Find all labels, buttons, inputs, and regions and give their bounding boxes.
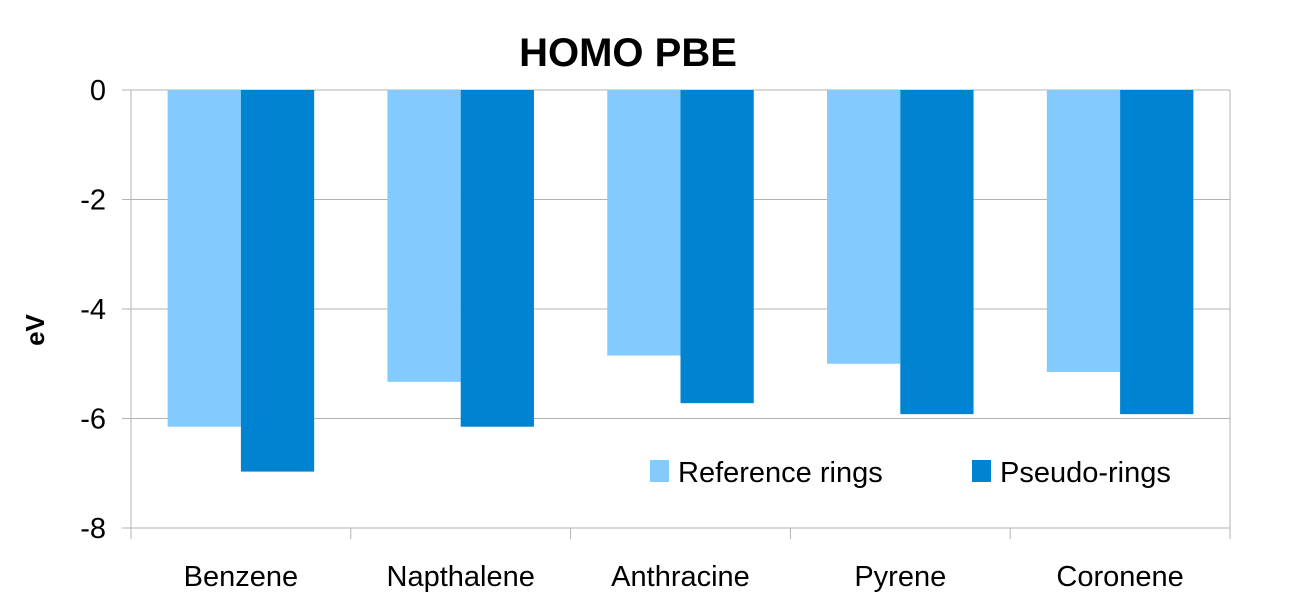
legend-swatch xyxy=(650,460,669,482)
bar-pseudo-rings xyxy=(900,90,974,415)
bar-reference-rings xyxy=(167,90,241,427)
bar-reference-rings xyxy=(607,90,681,356)
bars xyxy=(167,90,1194,472)
x-category-labels: Benzene Napthalene Anthracine Pyrene Coronen… xyxy=(184,561,1184,593)
chart-title: HOMO PBE xyxy=(519,31,737,75)
y-tick-label: -4 xyxy=(80,294,106,326)
x-category-label: Anthracine xyxy=(611,561,750,593)
y-tick-label: -8 xyxy=(80,513,106,545)
x-category-label: Benzene xyxy=(184,561,299,593)
bar-pseudo-rings xyxy=(240,90,315,472)
y-tick-label: 0 xyxy=(90,75,106,107)
y-tick-labels: 0 -2 -4 -6 -8 xyxy=(80,75,106,545)
bar-pseudo-rings xyxy=(680,90,754,404)
y-axis-label: eV xyxy=(20,313,50,345)
bar-reference-rings xyxy=(1046,90,1121,372)
legend: Reference rings Pseudo-rings xyxy=(650,457,1171,489)
legend-label: Pseudo-rings xyxy=(1000,457,1171,489)
x-category-label: Pyrene xyxy=(854,561,946,593)
y-tick-label: -2 xyxy=(80,185,106,217)
y-tick-label: -6 xyxy=(80,404,106,436)
bar-pseudo-rings xyxy=(460,90,534,427)
legend-swatch xyxy=(972,460,991,482)
bar-reference-rings xyxy=(387,90,461,382)
x-category-label: Napthalene xyxy=(387,561,535,593)
bar-pseudo-rings xyxy=(1120,90,1194,415)
bar-reference-rings xyxy=(827,90,901,364)
legend-label: Reference rings xyxy=(678,457,883,489)
axes xyxy=(122,89,1231,539)
x-category-label: Coronene xyxy=(1056,561,1183,593)
